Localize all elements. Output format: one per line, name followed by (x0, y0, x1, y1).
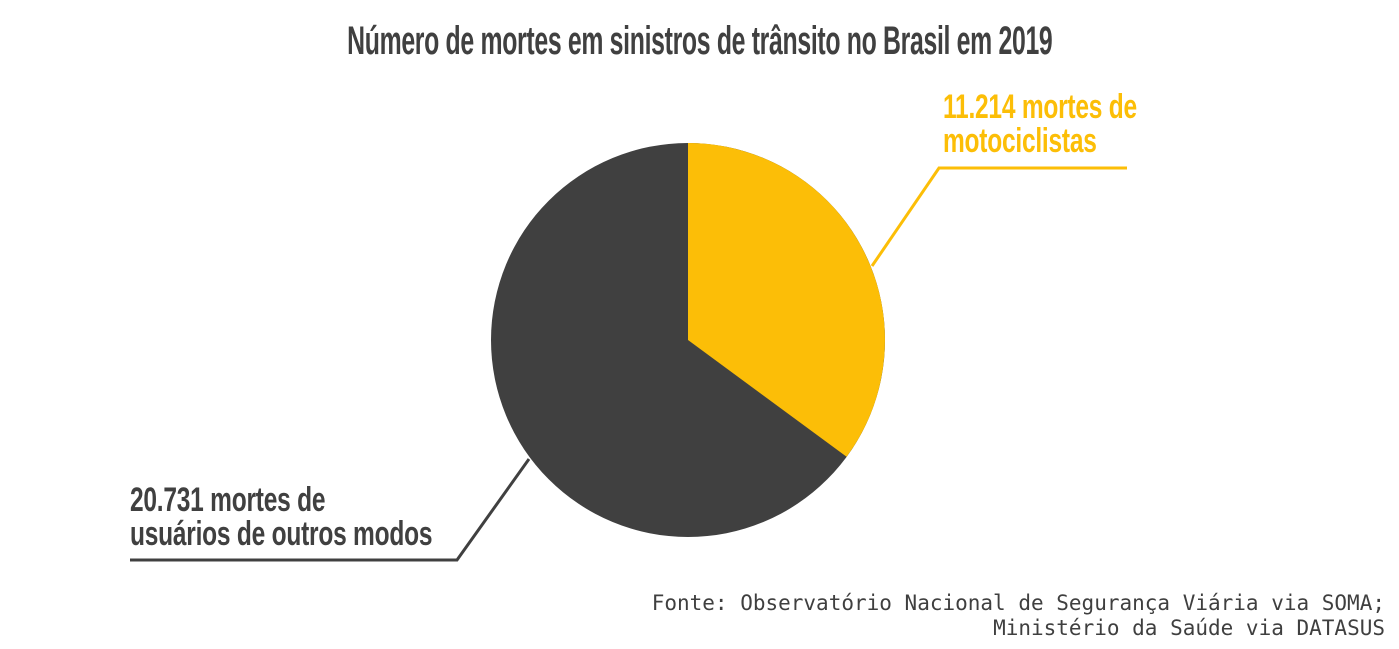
label-motorcyclists-line2: motociclistas (943, 122, 1097, 160)
label-motorcyclists-line1: 11.214 mortes de (943, 88, 1137, 126)
label-others-line1: 20.731 mortes de (130, 481, 326, 519)
chart-title: Número de mortes em sinistros de trânsit… (346, 19, 1053, 63)
callout-line-motorcyclists (870, 166, 1127, 267)
label-others-line2: usuários de outros modos (130, 515, 433, 553)
source-note-line1: Fonte: Observatório Nacional de Seguranç… (651, 591, 1385, 615)
source-note: Fonte: Observatório Nacional de Seguranç… (652, 591, 1385, 641)
pie-slice-motorcyclists (688, 143, 885, 457)
source-note-line2: Ministério da Saúde via DATASUS (993, 616, 1385, 640)
label-others: 20.731 mortes de usuários de outros modo… (130, 483, 432, 551)
label-motorcyclists: 11.214 mortes de motociclistas (943, 90, 1137, 158)
chart-title-wrap: Número de mortes em sinistros de trânsit… (0, 19, 1399, 64)
callout-line-others (130, 458, 531, 562)
